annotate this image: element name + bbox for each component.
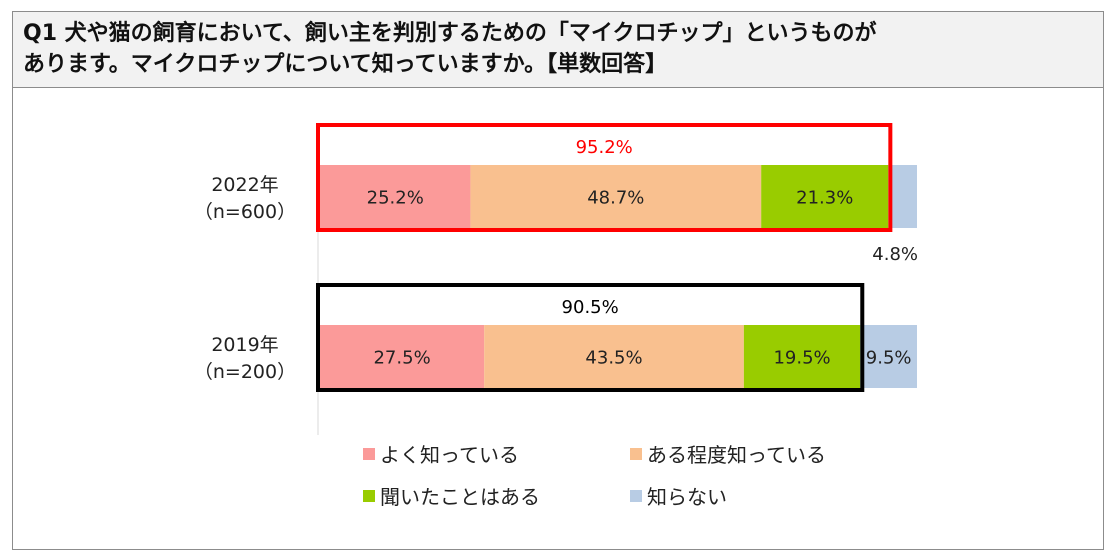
bar-segment [320, 165, 471, 228]
bar-segment [888, 165, 917, 228]
data-label: 19.5% [773, 348, 830, 369]
legend-swatch [363, 490, 375, 502]
data-label: 9.5% [866, 348, 912, 369]
data-label: 48.7% [587, 188, 644, 209]
total-highlight-box [316, 123, 893, 232]
bar-segment [320, 325, 485, 388]
bar-segment [484, 325, 744, 388]
bar-segment [860, 325, 917, 388]
question-header: Q1 犬や猫の飼育において、飼い主を判別するための「マイクロチップ」というものが… [12, 11, 1104, 88]
legend-swatch [630, 448, 642, 460]
total-label: 90.5% [562, 297, 619, 318]
legend-swatch [630, 490, 642, 502]
category-label-n: （n=200） [194, 361, 296, 383]
legend-swatch [363, 448, 375, 460]
total-highlight-box [316, 283, 865, 392]
bar-segment [761, 165, 889, 228]
legend-label: 知らない [647, 485, 727, 509]
bar-segment [470, 165, 762, 228]
category-label-year: 2019年 [211, 334, 278, 356]
chart-frame [12, 11, 1104, 550]
question-line-1: Q1 犬や猫の飼育において、飼い主を判別するための「マイクロチップ」というものが [23, 21, 877, 46]
question-line-2: あります。マイクロチップについて知っていますか。【単数回答】 [23, 52, 668, 77]
data-label: 4.8% [872, 244, 918, 265]
data-label: 43.5% [585, 348, 642, 369]
total-label: 95.2% [576, 137, 633, 158]
bar-segment [743, 325, 861, 388]
legend-label: 聞いたことはある [380, 485, 540, 509]
legend-label: ある程度知っている [647, 443, 826, 467]
data-label: 25.2% [367, 188, 424, 209]
data-label: 27.5% [373, 348, 430, 369]
data-label: 21.3% [796, 188, 853, 209]
category-label-year: 2022年 [211, 174, 278, 196]
category-label-n: （n=600） [194, 201, 296, 223]
legend-label: よく知っている [380, 443, 519, 467]
